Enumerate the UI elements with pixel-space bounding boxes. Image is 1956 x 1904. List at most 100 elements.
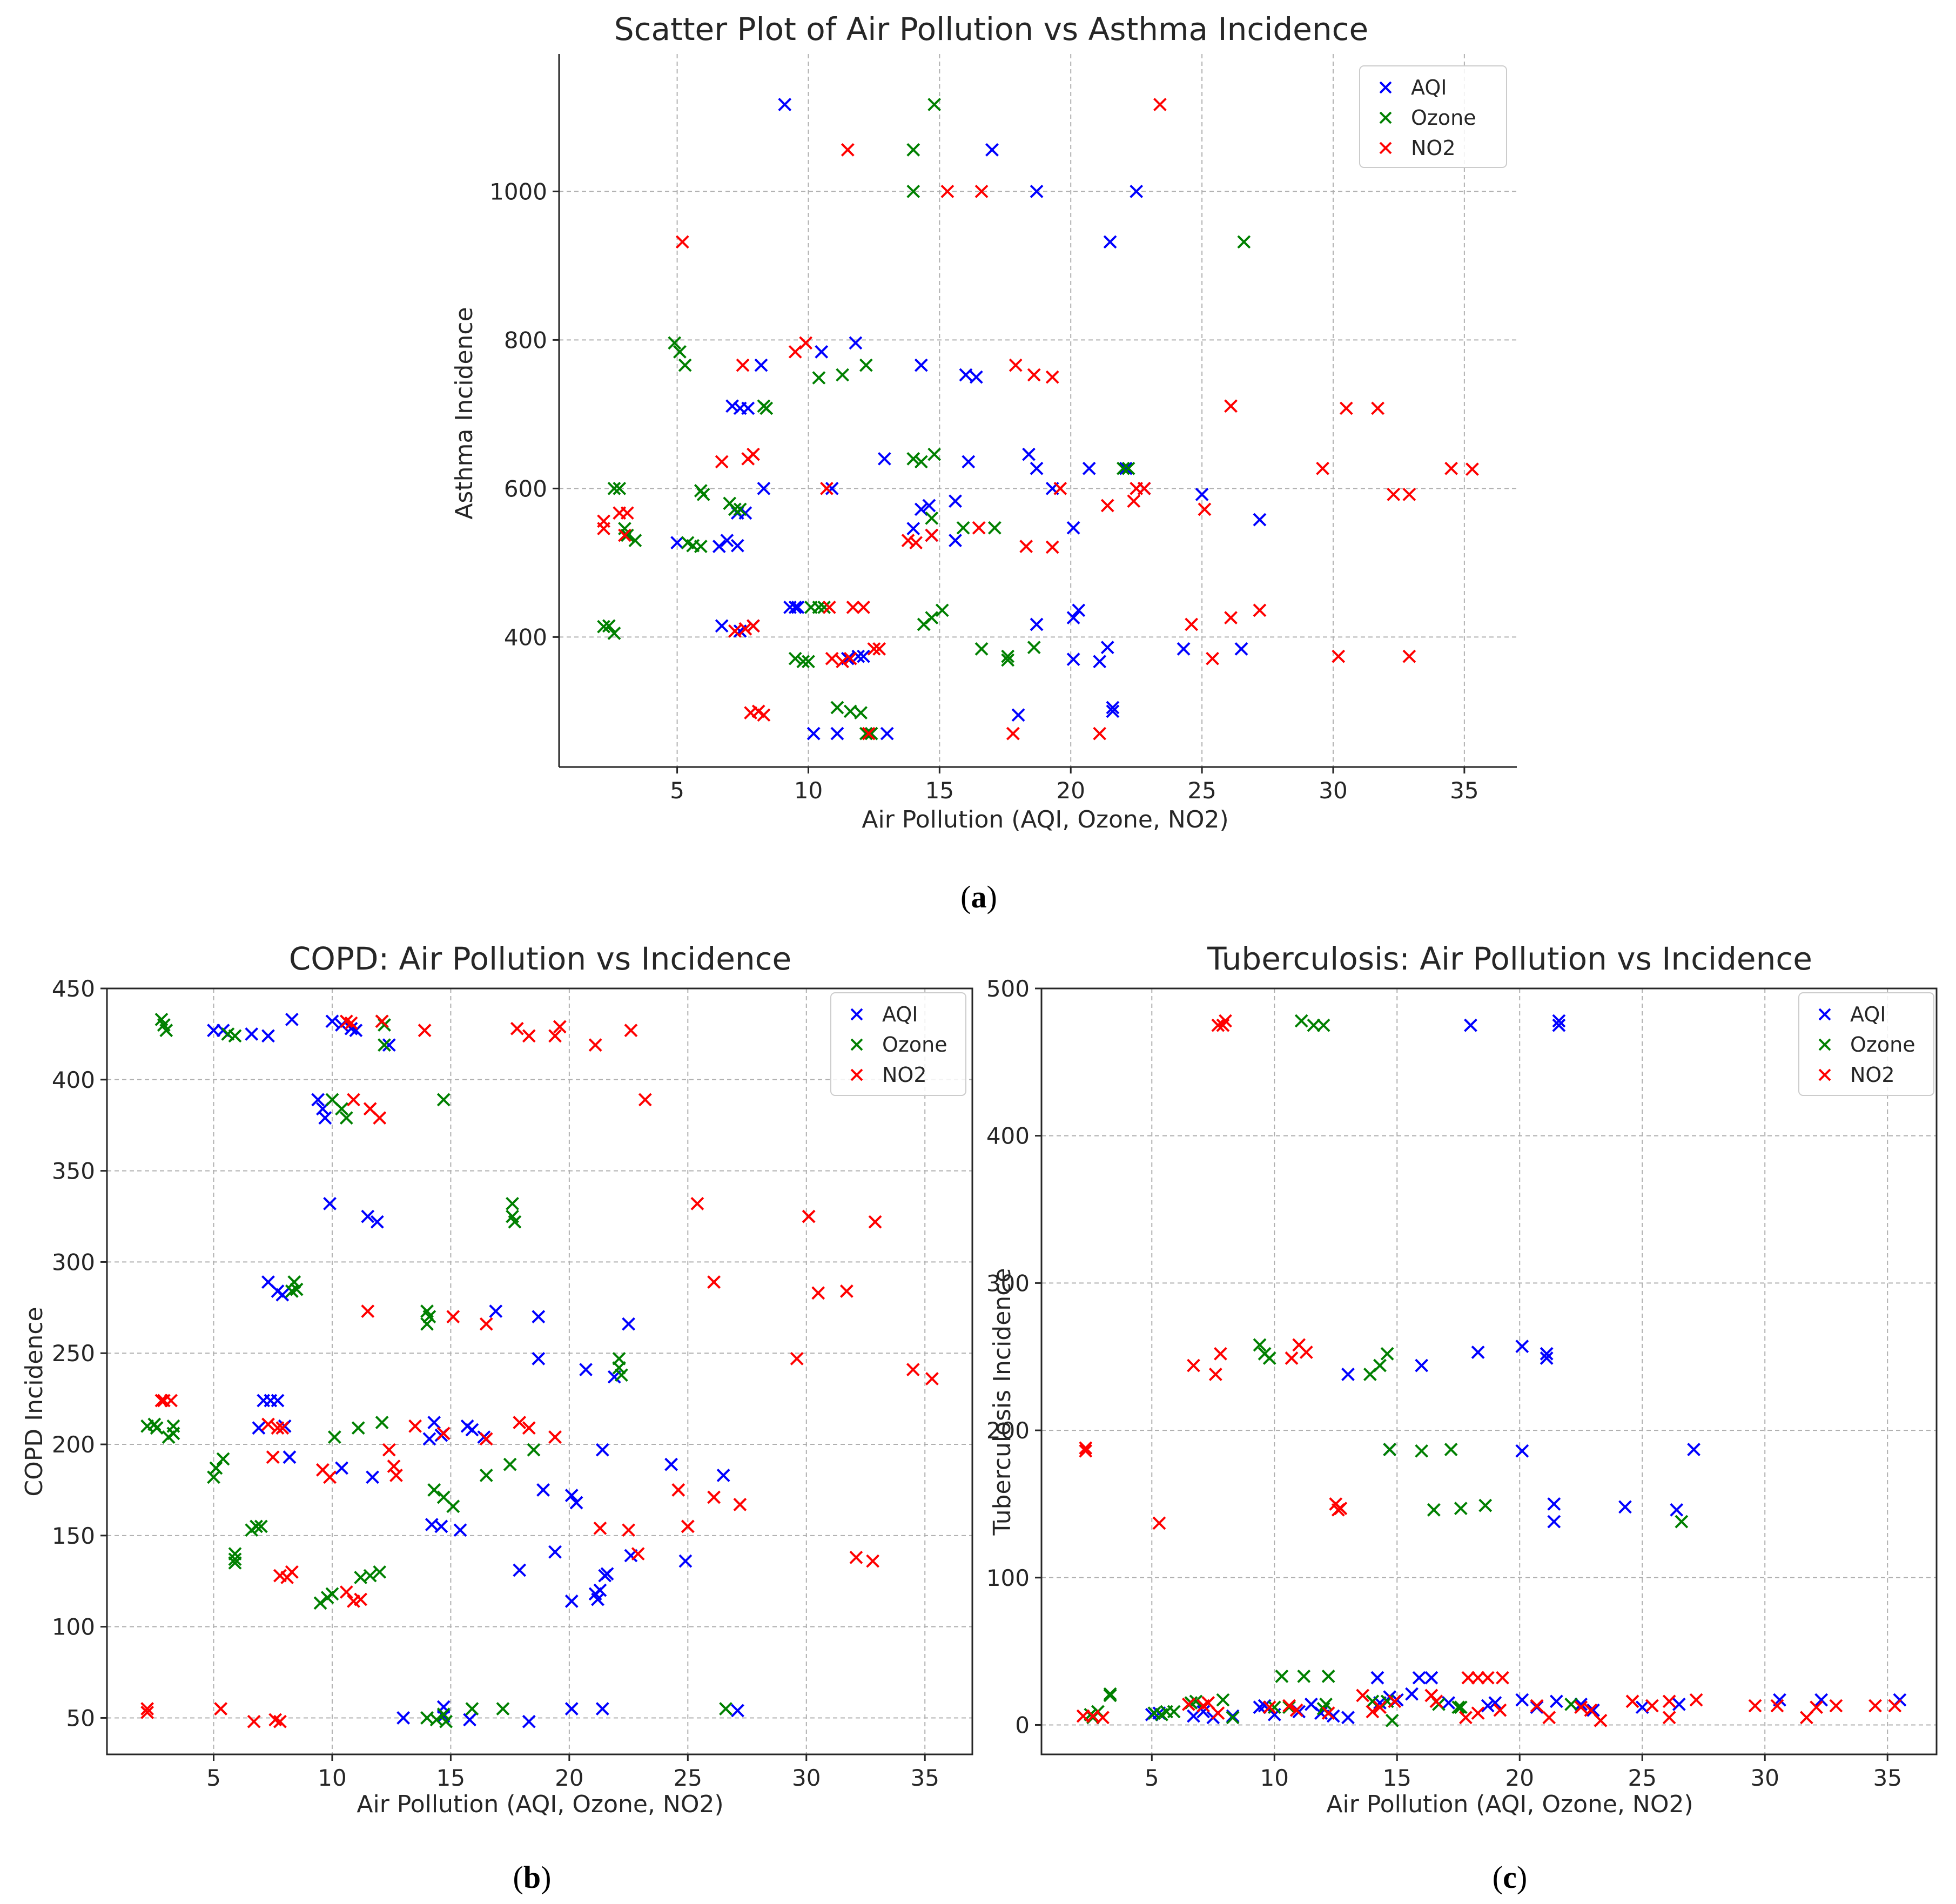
data-point-ozone — [1319, 1697, 1333, 1711]
data-point-aqi — [579, 1363, 593, 1377]
data-point-aqi — [849, 336, 863, 350]
panel-c: 5 10 15 20 25 30 35 0 100 200 300 400 500 Tuberculo… — [986, 940, 1938, 1818]
data-point-no2 — [624, 1024, 638, 1038]
data-point-no2 — [843, 651, 857, 665]
data-point-aqi — [1515, 1693, 1529, 1707]
data-point-no2 — [1371, 401, 1384, 415]
panel-b-points — [140, 1012, 939, 1728]
data-point-ozone — [207, 1470, 220, 1484]
data-point-no2 — [1187, 1358, 1200, 1373]
data-point-no2 — [728, 624, 742, 638]
data-point-no2 — [1224, 399, 1238, 413]
data-point-aqi — [522, 1714, 536, 1728]
data-point-ozone — [1451, 1700, 1466, 1714]
panel-c-x-ticks: 5 10 15 20 25 30 35 — [1145, 1754, 1902, 1791]
data-point-no2 — [1868, 1699, 1882, 1713]
data-point-no2 — [1289, 1703, 1303, 1717]
data-point-no2 — [675, 235, 689, 249]
data-point-ozone — [1237, 235, 1251, 249]
data-point-no2 — [690, 1196, 704, 1210]
legend-box — [1359, 65, 1507, 168]
data-point-no2 — [347, 1093, 360, 1107]
data-point-ozone — [733, 502, 747, 516]
data-point-no2 — [1181, 1697, 1195, 1711]
data-point-ozone — [987, 521, 1001, 535]
data-point-no2 — [790, 1351, 804, 1365]
x-tick-label: 25 — [1187, 777, 1216, 804]
data-point-ozone — [925, 611, 939, 625]
data-point-ozone — [757, 399, 771, 413]
legend-box — [1798, 992, 1934, 1096]
data-point-aqi — [1515, 1444, 1529, 1458]
data-point-no2 — [1006, 726, 1020, 741]
x-tick-label: 30 — [792, 1765, 821, 1791]
data-point-aqi — [1552, 1018, 1566, 1032]
data-point-ozone — [615, 1368, 628, 1382]
data-point-aqi — [1515, 1340, 1529, 1354]
legend-marker-ozone — [850, 1038, 863, 1051]
data-point-no2 — [1888, 1699, 1902, 1713]
data-point-aqi — [1066, 652, 1080, 667]
data-point-aqi — [366, 1470, 379, 1484]
data-point-ozone — [250, 1519, 263, 1533]
data-point-aqi — [1412, 1671, 1426, 1685]
data-point-aqi — [664, 1457, 678, 1471]
data-point-no2 — [822, 600, 836, 614]
data-point-ozone — [436, 1093, 451, 1107]
data-point-aqi — [422, 1432, 436, 1446]
data-point-ozone — [906, 452, 920, 466]
data-point-no2 — [1027, 368, 1041, 382]
data-point-aqi — [1253, 1700, 1267, 1714]
x-tick-label: 35 — [1450, 777, 1478, 804]
y-tick-label: 800 — [504, 327, 547, 353]
data-point-no2 — [275, 1421, 290, 1435]
data-point-no2 — [1045, 540, 1059, 554]
data-point-no2 — [1096, 1711, 1110, 1725]
data-point-no2 — [1332, 649, 1346, 663]
panel-c-x-label: Air Pollution (AQI, Ozone, NO2) — [1326, 1791, 1693, 1818]
x-tick-label: 5 — [206, 1765, 221, 1791]
data-point-ozone — [290, 1282, 304, 1296]
data-point-no2 — [620, 506, 634, 520]
legend-label-no2: NO2 — [1850, 1063, 1895, 1087]
data-point-aqi — [716, 1469, 730, 1482]
data-point-no2 — [825, 651, 839, 665]
data-point-no2 — [1045, 370, 1059, 384]
panel-b-y-ticks: 50 100 150 200 250 300 350 400 450 — [52, 975, 107, 1731]
data-point-ozone — [613, 481, 627, 495]
data-point-no2 — [1402, 487, 1416, 501]
data-point-aqi — [1481, 1699, 1495, 1713]
data-point-no2 — [1829, 1699, 1843, 1713]
data-point-aqi — [1464, 1018, 1477, 1032]
data-point-ozone — [935, 603, 949, 617]
data-point-no2 — [1198, 502, 1212, 516]
data-point-ozone — [378, 1038, 391, 1052]
data-point-ozone — [612, 1361, 626, 1375]
data-point-ozone — [974, 642, 989, 656]
y-tick-label: 400 — [52, 1067, 95, 1093]
data-point-ozone — [1564, 1697, 1578, 1711]
x-tick-label: 15 — [436, 1765, 465, 1791]
data-point-ozone — [906, 184, 920, 198]
data-point-no2 — [361, 1304, 375, 1318]
data-point-aqi — [1341, 1711, 1355, 1725]
data-point-no2 — [1093, 726, 1107, 741]
data-point-no2 — [479, 1432, 493, 1446]
data-point-no2 — [339, 1585, 353, 1599]
data-point-ozone — [1253, 1338, 1267, 1352]
data-point-no2 — [261, 1417, 275, 1431]
data-point-aqi — [396, 1711, 411, 1725]
data-point-ozone — [1383, 1443, 1397, 1456]
data-point-ozone — [956, 521, 970, 535]
data-point-aqi — [712, 540, 726, 554]
data-point-aqi — [569, 1496, 583, 1510]
data-point-no2 — [214, 1702, 228, 1716]
data-point-no2 — [738, 622, 752, 636]
data-point-ozone — [1116, 461, 1130, 475]
data-point-no2 — [522, 1029, 536, 1043]
data-point-ozone — [1427, 1503, 1441, 1517]
data-point-no2 — [1208, 1368, 1222, 1381]
data-point-aqi — [949, 494, 962, 508]
data-point-aqi — [720, 534, 734, 548]
data-point-ozone — [1454, 1700, 1468, 1714]
